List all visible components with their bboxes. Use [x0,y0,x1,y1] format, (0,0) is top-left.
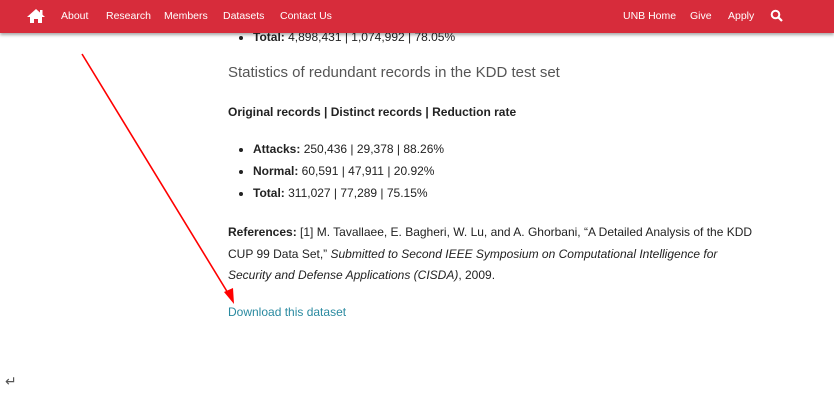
section-title: Statistics of redundant records in the K… [228,64,560,81]
nav-contact-us[interactable]: Contact Us [280,10,332,22]
columns-header: Original records | Distinct records | Re… [228,105,517,119]
top-navbar: About Research Members Datasets Contact … [0,0,834,33]
stats-list: Attacks: 250,436 | 29,378 | 88.26% Norma… [228,138,444,204]
nav-datasets[interactable]: Datasets [223,10,265,22]
nav-apply[interactable]: Apply [728,10,755,22]
list-item: Normal: 60,591 | 47,911 | 20.92% [253,160,444,182]
search-icon[interactable] [770,9,783,22]
nav-unb-home[interactable]: UNB Home [623,10,677,22]
previous-stats-list: Total: 4,898,431 | 1,074,992 | 78.05% [228,26,455,48]
nav-give[interactable]: Give [690,10,712,22]
list-item: Total: 4,898,431 | 1,074,992 | 78.05% [253,26,455,48]
home-icon[interactable] [26,8,46,24]
return-symbol: ↵ [5,373,17,389]
references: References: [1] M. Tavallaee, E. Bagheri… [228,225,753,282]
nav-about[interactable]: About [61,10,89,22]
download-dataset-link[interactable]: Download this dataset [228,305,347,319]
list-item: Total: 311,027 | 77,289 | 75.15% [253,182,444,204]
nav-members[interactable]: Members [164,10,208,22]
nav-research[interactable]: Research [106,10,151,22]
list-item: Attacks: 250,436 | 29,378 | 88.26% [253,138,444,160]
